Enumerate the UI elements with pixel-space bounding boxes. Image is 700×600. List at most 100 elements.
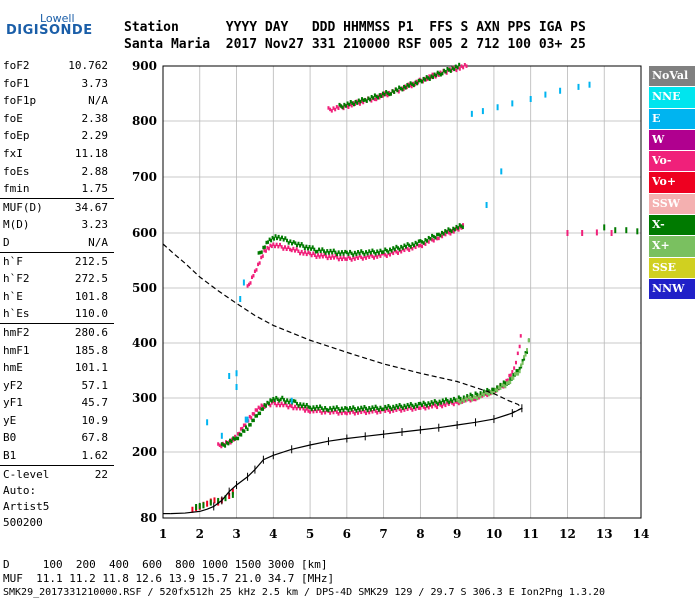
echo-traceO xyxy=(270,401,273,405)
echo-traceO xyxy=(244,423,247,427)
echo-traceO xyxy=(464,398,467,403)
echo-thirdX xyxy=(409,81,412,85)
echo-secondO xyxy=(323,252,326,257)
param-label: h`Es xyxy=(3,307,30,321)
echo-secondX xyxy=(355,252,358,257)
echo-secondX xyxy=(314,249,317,254)
echo-secondO xyxy=(275,242,278,247)
echo-thirdX xyxy=(383,92,386,97)
echo-traceXlight xyxy=(464,396,467,401)
echo-secondX xyxy=(409,244,412,249)
echo-traceX xyxy=(496,385,499,389)
echo-secondX xyxy=(460,224,463,228)
param-row: h`F2 272.5 xyxy=(0,270,114,288)
echo-scatterE xyxy=(481,108,484,115)
echo-thirdX xyxy=(420,79,423,84)
echo-thirdX xyxy=(407,84,410,88)
echo-traceX xyxy=(344,406,347,410)
echo-traceX xyxy=(310,407,313,412)
param-label: D xyxy=(3,235,10,249)
header-labels: Station YYYY DAY DDD HHMMSS P1 FFS S AXN… xyxy=(124,20,586,35)
echo-traceO xyxy=(231,437,234,442)
echo-secondO xyxy=(246,284,249,288)
y-tick-label: 300 xyxy=(132,391,157,405)
echo-thirdO xyxy=(347,105,350,109)
echo-traceX xyxy=(452,396,455,401)
echo-thirdX xyxy=(370,94,373,99)
echo-scatterMisc xyxy=(242,279,245,286)
echo-secondX xyxy=(404,244,407,249)
echo-traceX xyxy=(427,401,430,405)
echo-scatterLowX xyxy=(195,504,198,510)
param-row: foEp 2.29 xyxy=(0,127,114,145)
echo-thirdO xyxy=(410,84,413,89)
echo-traceXlight xyxy=(494,387,497,392)
footer-file-info: SMK29_2017331210000.RSF / 520fx512h 25 k… xyxy=(3,587,606,598)
echo-traceO xyxy=(277,401,280,406)
echo-traceO xyxy=(509,373,512,377)
echo-secondX xyxy=(369,251,372,255)
echo-secondO xyxy=(389,253,392,257)
echo-traceX xyxy=(347,408,350,412)
echo-secondX xyxy=(360,249,363,253)
echo-secondX xyxy=(373,250,376,254)
echo-secondX xyxy=(439,233,442,238)
param-value: 22 xyxy=(94,467,108,481)
echo-secondX xyxy=(376,249,379,253)
echo-traceXlight xyxy=(487,392,490,397)
echo-traceX xyxy=(412,405,415,409)
echo-traceO xyxy=(305,407,308,411)
echo-scatterLow xyxy=(228,493,231,499)
echo-secondX xyxy=(389,247,392,252)
echo-traceO xyxy=(353,412,356,416)
echo-traceXlight xyxy=(467,395,470,399)
echo-secondO xyxy=(280,245,283,249)
echo-traceO xyxy=(335,410,338,414)
echo-secondX xyxy=(358,251,361,256)
echo-traceX xyxy=(334,407,337,412)
echo-thirdO xyxy=(384,92,387,97)
param-label: foF1 xyxy=(3,76,30,90)
echo-traceO xyxy=(384,409,387,413)
legend-entry: Vo+ xyxy=(649,172,695,194)
echo-secondO xyxy=(447,230,450,235)
param-value: 45.7 xyxy=(81,396,109,410)
echo-thirdO xyxy=(329,107,332,112)
echo-thirdO xyxy=(335,105,338,109)
echo-secondO xyxy=(273,244,276,249)
echo-thirdO xyxy=(425,77,428,82)
echo-thirdX xyxy=(431,75,434,80)
echo-traceX xyxy=(260,407,263,411)
echo-traceX xyxy=(371,405,374,409)
echo-secondX xyxy=(353,250,356,255)
plot-frame xyxy=(162,65,642,519)
echo-traceO xyxy=(220,444,223,449)
echo-traceX xyxy=(369,407,372,412)
echo-traceO xyxy=(357,411,360,415)
echo-thirdO xyxy=(458,67,461,71)
echo-traceX xyxy=(325,407,328,412)
echo-thirdX xyxy=(404,86,407,90)
echo-secondX xyxy=(447,227,450,231)
echo-thirdO xyxy=(465,64,468,68)
echo-traceX xyxy=(329,406,332,410)
echo-traceX xyxy=(440,401,443,405)
echo-traceO xyxy=(417,406,420,410)
echo-secondX xyxy=(268,237,271,242)
echo-traceX xyxy=(521,358,524,363)
echo-secondO xyxy=(462,223,465,227)
echo-thirdX xyxy=(372,96,375,100)
echo-secondO xyxy=(320,252,323,257)
echo-secondO xyxy=(302,252,305,256)
echo-traceO xyxy=(447,402,450,406)
echo-secondO xyxy=(395,250,398,254)
echo-thirdX xyxy=(396,88,399,93)
echo-secondO xyxy=(305,252,308,257)
echo-secondX xyxy=(365,250,368,254)
echo-secondO xyxy=(331,254,334,258)
echo-secondX xyxy=(291,241,294,246)
echo-traceO xyxy=(292,406,295,411)
x-tick-label: 2 xyxy=(196,527,204,541)
echo-traceXlight xyxy=(486,391,489,396)
echo-secondX xyxy=(411,242,414,246)
